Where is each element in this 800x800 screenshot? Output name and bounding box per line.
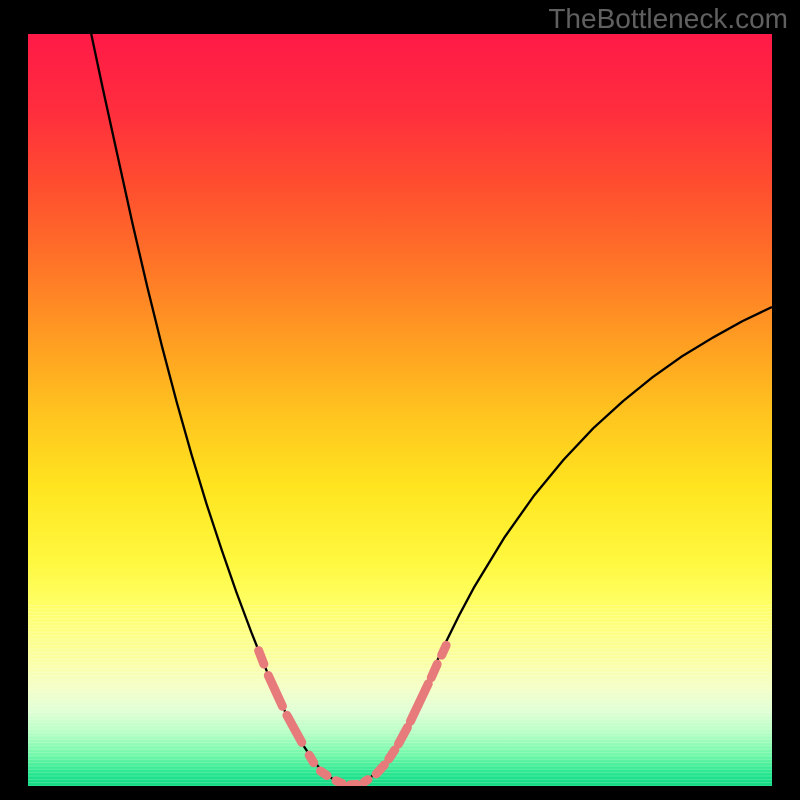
chart-background-gradient — [28, 34, 772, 786]
chart-band-lines — [28, 606, 772, 786]
watermark-text: TheBottleneck.com — [548, 3, 788, 34]
bottleneck-chart: TheBottleneck.com — [0, 0, 800, 800]
